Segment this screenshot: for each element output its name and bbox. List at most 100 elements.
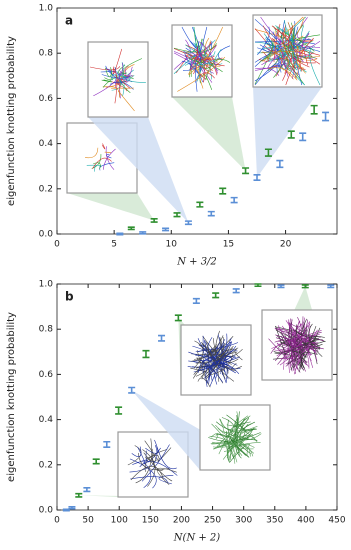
error-bar bbox=[127, 226, 135, 231]
knot-strand bbox=[233, 441, 248, 463]
error-bar bbox=[242, 167, 250, 175]
knot-strand bbox=[145, 455, 159, 461]
knot-strand bbox=[291, 34, 297, 71]
knot-strand bbox=[132, 459, 148, 465]
knot-strand bbox=[104, 67, 113, 80]
knot-strand bbox=[111, 81, 128, 92]
knot-strand bbox=[298, 335, 317, 373]
knot-strand bbox=[282, 16, 304, 34]
knot-strand bbox=[105, 67, 112, 78]
error-bar bbox=[62, 508, 70, 512]
knot-strand bbox=[173, 55, 196, 74]
knot-strand bbox=[198, 344, 206, 353]
knot-strand bbox=[157, 467, 177, 485]
knot-strand bbox=[226, 414, 246, 432]
knot-strand bbox=[301, 318, 325, 345]
knot-strand bbox=[254, 28, 274, 53]
knot-strand bbox=[102, 76, 134, 88]
error-bar bbox=[327, 284, 335, 289]
knot-strand bbox=[173, 48, 225, 67]
knot-strand bbox=[275, 319, 309, 341]
knot-strand bbox=[308, 323, 323, 357]
knot-strand bbox=[262, 25, 294, 45]
y-tick-label: 1.0 bbox=[39, 4, 54, 14]
error-bar bbox=[287, 130, 295, 139]
knot-strand bbox=[234, 347, 243, 361]
knot-strand bbox=[291, 341, 301, 373]
knot-strand bbox=[158, 475, 174, 485]
knot-strand bbox=[197, 377, 211, 388]
knot-strand bbox=[277, 329, 307, 365]
knot-strand bbox=[101, 143, 106, 150]
error-bar bbox=[158, 334, 166, 342]
knot-strand bbox=[130, 466, 164, 481]
knot-strand bbox=[191, 335, 224, 362]
knot-strand bbox=[211, 423, 236, 464]
knot-strand bbox=[246, 446, 251, 457]
knot-strand bbox=[293, 329, 318, 375]
knot-strand bbox=[260, 16, 290, 46]
y-axis-label: eigenfunction knotting probability bbox=[6, 36, 17, 206]
knot-strand bbox=[141, 444, 170, 482]
knot-strand bbox=[281, 50, 290, 71]
inset bbox=[261, 309, 333, 381]
error-bar bbox=[253, 173, 261, 182]
knot-strand bbox=[297, 34, 321, 41]
knot-strand bbox=[99, 162, 115, 171]
knot-strand bbox=[135, 438, 152, 484]
knot-strand bbox=[145, 439, 158, 454]
knot-strand bbox=[84, 147, 99, 159]
inset-wedge bbox=[88, 117, 189, 223]
knot-strand bbox=[93, 62, 124, 97]
panel-label: a bbox=[65, 14, 73, 28]
knot-strand bbox=[101, 79, 112, 83]
knot-strand bbox=[195, 63, 207, 80]
knot-strand bbox=[291, 42, 321, 48]
knot-strand bbox=[208, 420, 238, 442]
knot-strand bbox=[265, 38, 272, 62]
error-bar bbox=[230, 196, 238, 204]
knot-strand bbox=[137, 446, 146, 465]
knot-strand bbox=[205, 59, 231, 81]
knot-strand bbox=[275, 25, 288, 34]
knot-strand bbox=[275, 50, 298, 66]
knot-strand bbox=[293, 325, 317, 368]
error-bar bbox=[207, 210, 215, 217]
error-bar bbox=[103, 440, 111, 448]
knot-strand bbox=[201, 357, 222, 369]
y-tick-label: 0.8 bbox=[39, 325, 54, 335]
knot-strand bbox=[105, 65, 125, 76]
knot-strand bbox=[217, 415, 238, 437]
knot-strand bbox=[294, 344, 310, 369]
knot-strand bbox=[301, 32, 321, 50]
knot-strand bbox=[193, 340, 204, 369]
x-tick-label: 150 bbox=[142, 516, 159, 526]
knot-strand bbox=[294, 320, 311, 335]
knot-strand bbox=[139, 461, 178, 476]
knot-strand bbox=[197, 65, 210, 89]
y-tick-label: 0.2 bbox=[39, 460, 53, 470]
knot-strand bbox=[186, 50, 200, 70]
inset bbox=[171, 24, 233, 98]
knot-strand bbox=[240, 418, 256, 430]
knot-strand bbox=[113, 68, 118, 104]
knot-strand bbox=[254, 41, 302, 72]
knot-strand bbox=[284, 32, 315, 52]
knot-strand bbox=[204, 352, 236, 374]
knot-strand bbox=[237, 436, 243, 457]
knot-strand bbox=[173, 43, 217, 53]
knot-strand bbox=[102, 148, 116, 170]
y-tick-label: 0.0 bbox=[39, 230, 54, 240]
knot-strand bbox=[281, 347, 285, 370]
knot-strand bbox=[230, 418, 238, 436]
knot-strand bbox=[307, 341, 319, 362]
knot-strand bbox=[280, 341, 303, 370]
knot-strand bbox=[119, 72, 121, 99]
x-tick-label: 300 bbox=[235, 516, 252, 526]
error-bar bbox=[276, 159, 284, 169]
inset bbox=[199, 404, 271, 471]
error-bar bbox=[174, 314, 182, 322]
error-bar bbox=[83, 487, 91, 493]
knot-strand bbox=[268, 338, 289, 361]
